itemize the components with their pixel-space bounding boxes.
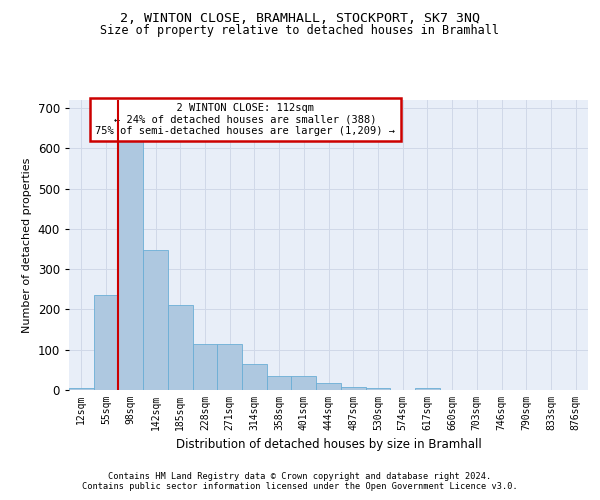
Text: Size of property relative to detached houses in Bramhall: Size of property relative to detached ho…: [101, 24, 499, 37]
Text: 2, WINTON CLOSE, BRAMHALL, STOCKPORT, SK7 3NQ: 2, WINTON CLOSE, BRAMHALL, STOCKPORT, SK…: [120, 12, 480, 26]
Bar: [267, 376, 292, 390]
Bar: [94, 294, 118, 390]
Bar: [292, 376, 316, 390]
Bar: [143, 250, 168, 390]
Text: 2 WINTON CLOSE: 112sqm  
← 24% of detached houses are smaller (388)
75% of semi-: 2 WINTON CLOSE: 112sqm ← 24% of detached…: [95, 103, 395, 136]
Text: Contains HM Land Registry data © Crown copyright and database right 2024.: Contains HM Land Registry data © Crown c…: [109, 472, 491, 481]
Text: Contains public sector information licensed under the Open Government Licence v3: Contains public sector information licen…: [82, 482, 518, 491]
Bar: [69, 388, 94, 390]
Bar: [415, 388, 440, 390]
Bar: [365, 388, 390, 390]
X-axis label: Distribution of detached houses by size in Bramhall: Distribution of detached houses by size …: [176, 438, 481, 452]
Bar: [118, 124, 143, 390]
Bar: [217, 344, 242, 390]
Bar: [168, 306, 193, 390]
Bar: [242, 364, 267, 390]
Bar: [341, 387, 365, 390]
Y-axis label: Number of detached properties: Number of detached properties: [22, 158, 32, 332]
Bar: [316, 383, 341, 390]
Bar: [193, 344, 217, 390]
